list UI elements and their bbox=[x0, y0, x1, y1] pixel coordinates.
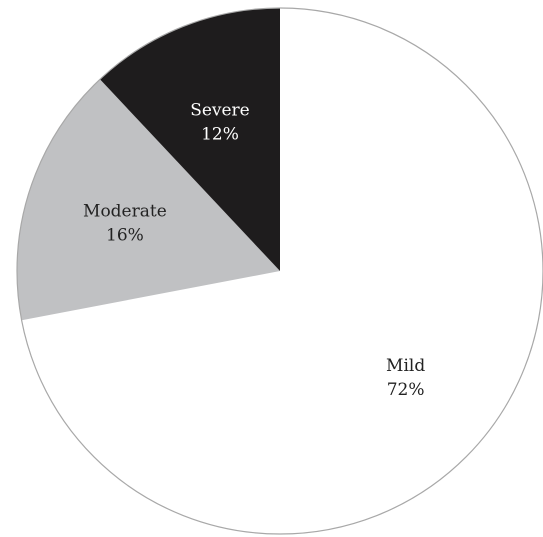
pie-slice-mild bbox=[21, 8, 543, 534]
pie-slices bbox=[17, 8, 543, 534]
slice-label-severe: Severe bbox=[190, 100, 250, 120]
pie-slice-severe bbox=[99, 8, 280, 271]
slice-value-mild: 72% bbox=[387, 380, 425, 400]
pie-slice-moderate bbox=[17, 79, 281, 321]
slice-value-severe: 12% bbox=[201, 124, 239, 144]
pie-labels: Mild 72% Moderate 16% Severe 12% bbox=[83, 100, 425, 400]
slice-value-moderate: 16% bbox=[106, 226, 144, 246]
slice-label-mild: Mild bbox=[386, 356, 425, 376]
pie-outline bbox=[16, 7, 543, 535]
slice-label-moderate: Moderate bbox=[83, 202, 167, 222]
